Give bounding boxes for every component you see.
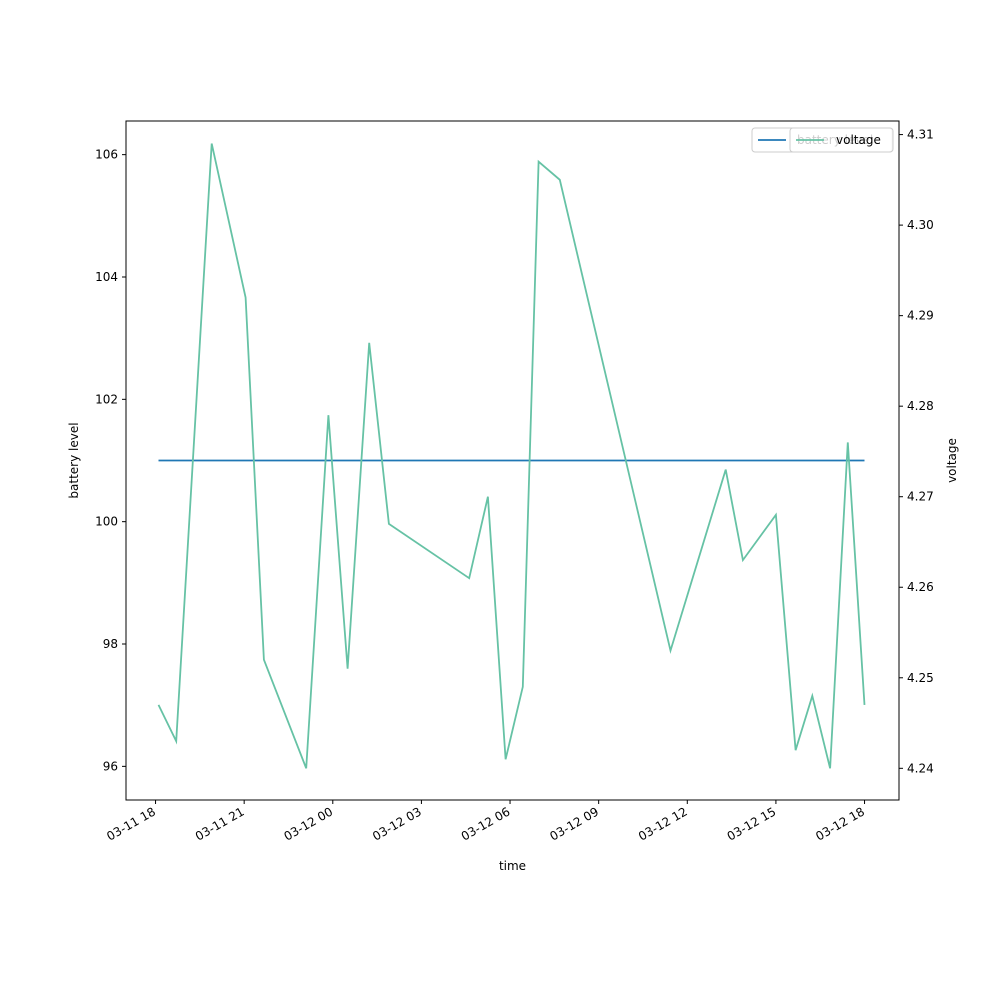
x-tick-label: 03-12 00 — [282, 804, 336, 843]
x-axis-label: time — [499, 859, 526, 873]
plot-area — [157, 143, 866, 769]
y-left-axis-label: battery level — [67, 422, 81, 498]
x-tick-label: 03-11 21 — [193, 804, 247, 843]
x-tick-label: 03-12 18 — [813, 804, 867, 843]
x-tick-label: 03-12 12 — [636, 804, 690, 843]
y-left-tick-label: 100 — [95, 515, 118, 529]
y-right-axis-label: voltage — [945, 438, 959, 483]
legend-entry: voltage — [836, 133, 881, 147]
y-left-tick-label: 96 — [103, 759, 118, 773]
y-right-tick-label: 4.26 — [907, 580, 934, 594]
plot-frame — [125, 120, 900, 801]
x-tick-label: 03-12 15 — [725, 804, 779, 843]
legend-box — [789, 127, 894, 153]
x-tick-label: 03-11 18 — [104, 804, 158, 843]
y-left-tick-label: 106 — [95, 148, 118, 162]
y-left-tick-label: 104 — [95, 270, 118, 284]
x-tick-label: 03-12 03 — [370, 804, 424, 843]
y-right-tick-label: 4.24 — [907, 761, 934, 775]
y-right-tick-label: 4.25 — [907, 671, 934, 685]
y-left-tick-label: 98 — [103, 637, 118, 651]
y-left-tick-label: 102 — [95, 392, 118, 406]
y-right-tick-label: 4.30 — [907, 218, 934, 232]
y-right-tick-label: 4.31 — [907, 128, 934, 142]
x-tick-label: 03-12 09 — [547, 804, 601, 843]
y-right-tick-label: 4.29 — [907, 309, 934, 323]
axes: 03-11 18 03-11 21 03-12 00 03-12 03 03-12 06… — [67, 120, 959, 873]
y-right-tick-label: 4.27 — [907, 490, 934, 504]
legend-right-axis: voltage — [789, 127, 894, 153]
series-line-voltage — [157, 143, 866, 769]
y-right-tick-label: 4.28 — [907, 399, 934, 413]
x-tick-label: 03-12 06 — [459, 804, 513, 843]
